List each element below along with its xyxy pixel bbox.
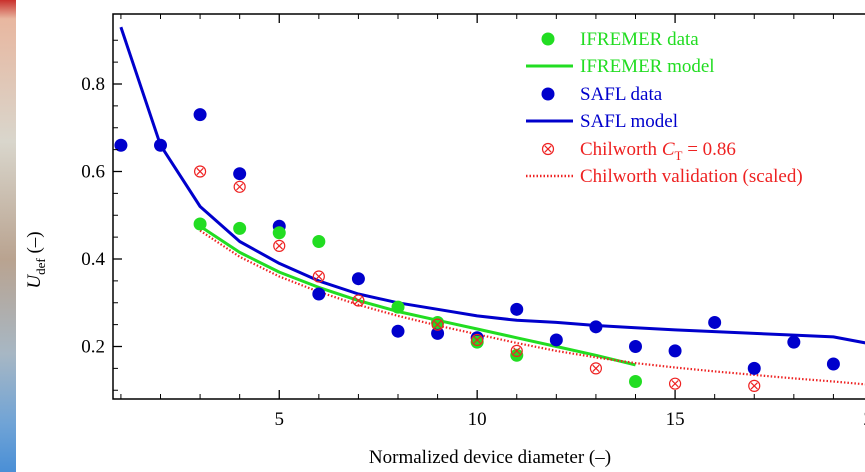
data-point-circled-x [471,333,484,347]
legend-item: IFREMER data [541,29,699,50]
legend-item: SAFL model [526,111,678,132]
background-photo-strip [0,0,16,472]
y-tick-label: 0.2 [81,337,105,358]
data-point [114,138,128,152]
legend-label: SAFL data [580,84,663,105]
data-point [431,315,445,329]
data-point [233,167,247,181]
legend-label: SAFL model [580,111,678,132]
x-tick-label: 15 [666,409,685,430]
data-point-circled-x [312,270,325,283]
x-tick-label: 20 [864,409,865,430]
series-line [199,229,865,386]
data-point [351,272,365,286]
y-tick-label: 0.8 [81,74,105,95]
legend-item: Chilworth validation (scaled) [526,166,803,187]
data-point [589,320,603,334]
data-point [233,221,247,235]
data-point-circled-x [352,294,365,307]
plot-frame [112,13,865,400]
legend-item: Chilworth CT = 0.86 [541,139,736,163]
legend-dot-symbol [541,87,555,101]
data-point [787,335,801,349]
x-tick-label: 10 [468,409,487,430]
data-point-circled-x [273,239,286,252]
data-point [747,361,761,375]
legend: IFREMER data IFREMER model SAFL data SAFL m… [526,29,803,187]
data-point [549,333,563,347]
data-point [510,348,524,362]
data-point [629,375,642,388]
data-point-circled-x [589,362,603,375]
legend-item: IFREMER model [526,56,715,77]
y-tick-label: 0.4 [81,249,105,270]
data-point [272,226,286,240]
series-line [119,26,865,345]
legend-label: Chilworth CT = 0.86 [580,139,736,163]
data-point [154,138,167,152]
data-point [193,108,207,122]
legend-dot-symbol [541,32,555,46]
data-point-circled-x [748,379,761,392]
legend-item: SAFL data [541,84,663,105]
data-point [826,357,840,371]
data-point-circled-x [233,180,246,193]
data-point-circled-x [668,377,682,390]
series-line [199,224,636,367]
series-layer [114,26,865,392]
data-point [431,326,445,340]
data-point [193,217,207,231]
legend-label: IFREMER data [580,29,699,50]
data-point-circled-x [510,344,523,357]
data-point [629,340,642,353]
data-point [668,344,682,358]
x-tick-label: 5 [275,409,285,430]
data-point [312,287,326,301]
data-point [391,300,405,314]
y-axis-label: Udef (–) [24,231,48,288]
legend-label: Chilworth validation (scaled) [580,166,803,187]
ticks-layer: 5 10 15 20 0.2 0.4 0.6 0.8 [81,14,865,430]
data-point [312,235,326,248]
x-axis-label: Normalized device diameter (–) [369,447,611,468]
legend-circled-x-symbol [541,142,555,156]
data-point [708,315,722,329]
data-point [391,324,405,338]
y-tick-label: 0.6 [81,162,105,183]
data-point [510,302,524,316]
data-point [470,335,484,349]
legend-label: IFREMER model [580,56,715,77]
data-point-circled-x [193,165,207,178]
data-point-circled-x [431,318,444,331]
